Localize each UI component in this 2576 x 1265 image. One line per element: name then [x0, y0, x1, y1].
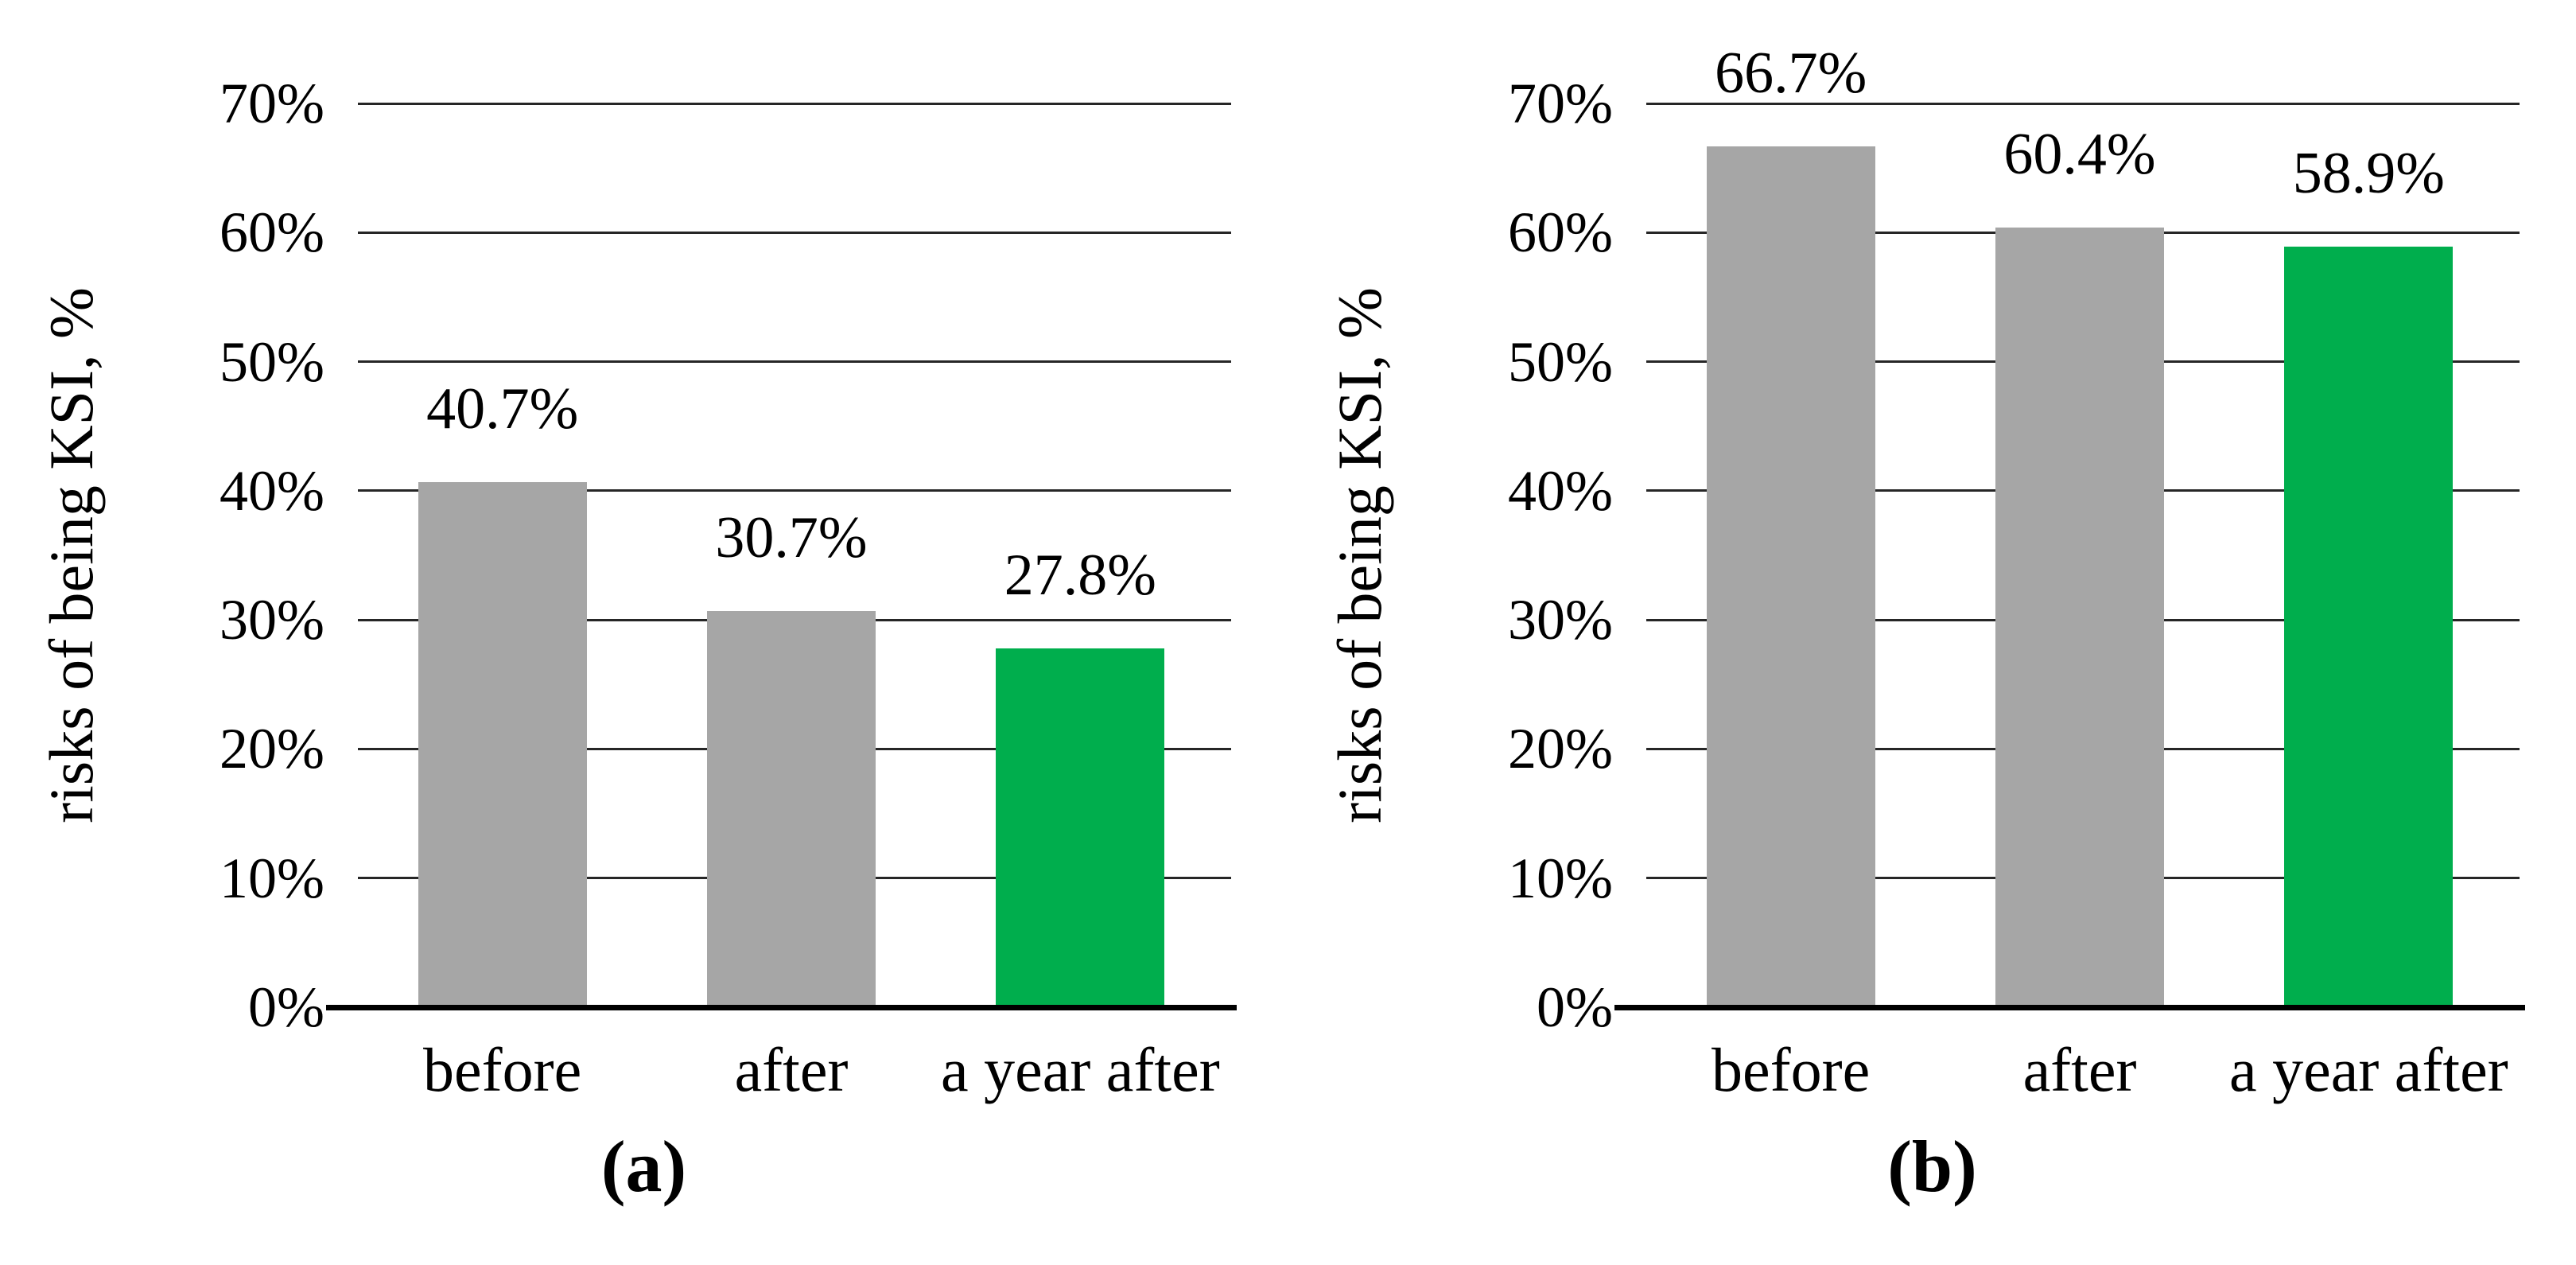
gridline-50%: [358, 360, 1231, 364]
plot-area-a: 0% 10% 20% 30% 40% 50% 60% 70% 40.7% before 30.7% a…: [220, 75, 1237, 1101]
value-label-before: 40.7%: [426, 376, 579, 442]
y-tick-label: 60%: [1508, 200, 1613, 265]
y-tick-label: 20%: [220, 717, 324, 781]
category-label-before: before: [423, 1035, 582, 1104]
y-tick-label: 40%: [1508, 458, 1613, 523]
caption-a: (a): [600, 1126, 687, 1207]
gridline-40%: [358, 489, 1231, 492]
category-label-before: before: [1712, 1035, 1871, 1104]
value-label-before: 66.7%: [1715, 40, 1867, 106]
category-label-after: after: [2022, 1035, 2137, 1104]
category-label-a-year-after: a year after: [940, 1035, 1220, 1104]
y-tick-label: 50%: [1508, 329, 1613, 394]
value-label-after: 30.7%: [715, 504, 868, 570]
value-label-after: 60.4%: [2003, 121, 2156, 187]
y-tick-label: 20%: [1508, 717, 1613, 781]
panel-b: risks of being KSI, % 0% 10% 20% 30% 40% 50% 6…: [1288, 0, 2576, 1265]
gridline-70%: [1646, 102, 2520, 105]
y-tick-label: 60%: [220, 200, 324, 265]
gridline-70%: [358, 102, 1231, 105]
plot-area-b: 0% 10% 20% 30% 40% 50% 60% 70% 66.7% before 60.4% a…: [1508, 44, 2525, 1101]
y-tick-label: 10%: [1508, 846, 1613, 910]
gridline-60%: [358, 231, 1231, 234]
y-tick-label: 10%: [220, 846, 324, 910]
y-tick-label: 50%: [220, 329, 324, 394]
y-axis-title-text: risks of being KSI, %: [1325, 287, 1394, 823]
y-tick-label: 30%: [1508, 588, 1613, 652]
y-tick-label: 70%: [1508, 72, 1613, 135]
bar-before: [418, 481, 587, 1007]
caption-b: (b): [1887, 1126, 1977, 1207]
x-axis-line: [1614, 1005, 2525, 1010]
y-tick-label: 0%: [1537, 975, 1613, 1039]
value-label-a-year-after: 27.8%: [1004, 542, 1156, 608]
bar-a-year-after: [996, 648, 1165, 1007]
y-tick-label: 30%: [220, 588, 324, 652]
category-label-a-year-after: a year after: [2228, 1035, 2508, 1104]
bar-after: [707, 610, 876, 1007]
bar-before: [1706, 146, 1875, 1007]
y-axis-title-text: risks of being KSI, %: [37, 287, 106, 823]
panel-a: risks of being KSI, % 0% 10% 20% 30% 40% 50% 6…: [37, 75, 1237, 1207]
y-tick-label: 0%: [248, 975, 324, 1039]
bar-a-year-after: [2284, 247, 2454, 1007]
value-label-a-year-after: 58.9%: [2292, 141, 2445, 207]
y-tick-label: 40%: [220, 458, 324, 523]
category-label-after: after: [734, 1035, 849, 1104]
x-axis-line: [326, 1005, 1237, 1010]
bar-after: [1995, 227, 2164, 1007]
y-tick-label: 70%: [220, 72, 324, 135]
